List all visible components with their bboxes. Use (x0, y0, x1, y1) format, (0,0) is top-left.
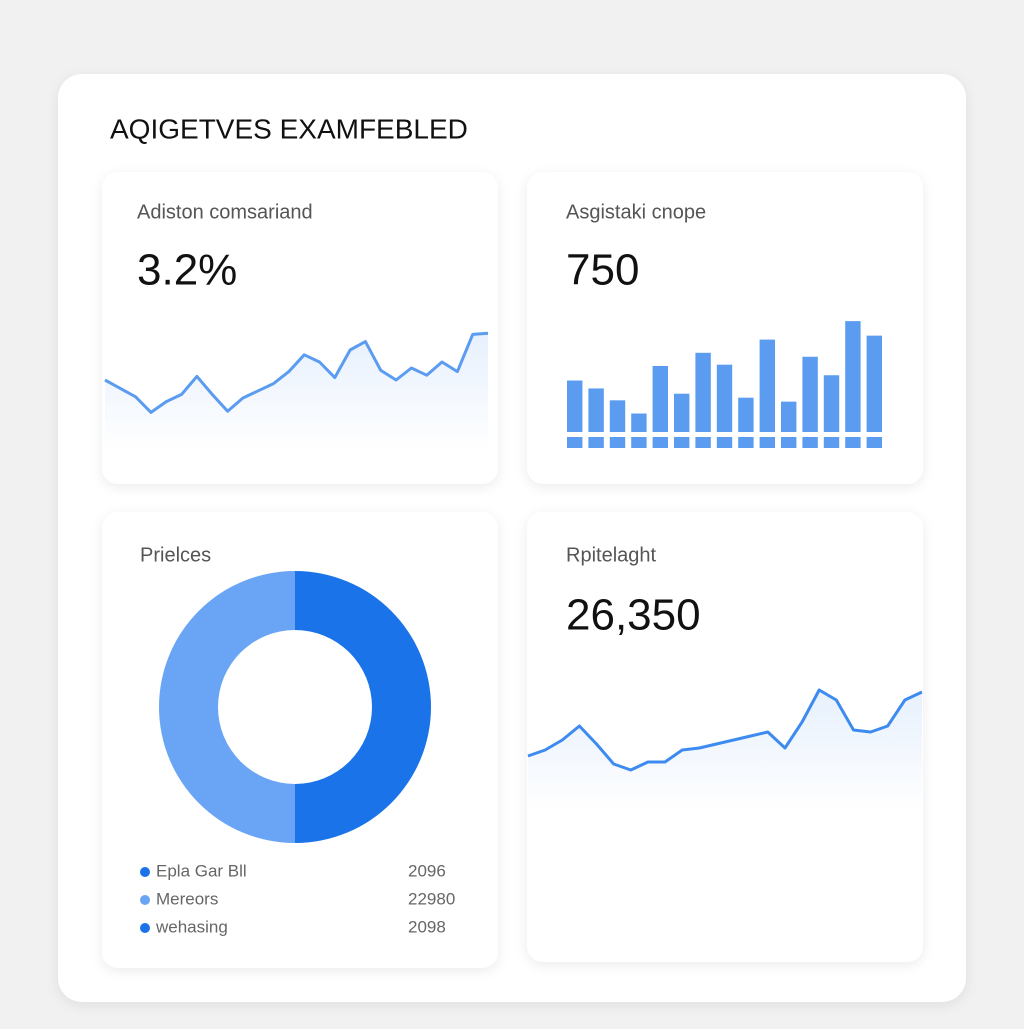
legend-name: wehasing (155, 917, 228, 936)
card-label: Prielces (140, 544, 211, 566)
bar (695, 352, 711, 432)
bar (567, 380, 583, 432)
donut-segment (295, 571, 431, 843)
bar (823, 375, 840, 432)
bar-base (631, 437, 647, 448)
bar (759, 339, 776, 432)
bar-base (695, 437, 711, 448)
bar-base (652, 437, 669, 448)
card-label: Asgistaki cnope (566, 201, 706, 223)
bar-base (759, 437, 776, 448)
bar-base (845, 437, 861, 448)
bar-base (567, 437, 583, 448)
line (527, 688, 923, 772)
bar (738, 397, 754, 432)
card-value: 750 (566, 246, 639, 295)
bar (781, 401, 797, 432)
legend-dot (140, 895, 150, 905)
bar-base (823, 437, 840, 448)
bar-base (866, 437, 883, 448)
bar (674, 393, 690, 432)
legend-dot (140, 867, 150, 877)
bar-base (781, 437, 797, 448)
panel-title: AQIGETVES EXAMFEBLED (110, 113, 468, 144)
bar-base (588, 437, 604, 448)
legend-value: 2098 (408, 917, 446, 936)
legend-value: 2096 (408, 861, 446, 880)
card-label: Rpitelaght (566, 544, 657, 566)
bar-base (716, 437, 733, 448)
line (104, 331, 489, 414)
line-area (528, 690, 922, 810)
card-value: 26,350 (566, 591, 701, 640)
bar (716, 364, 733, 432)
legend-dot (140, 923, 150, 933)
legend-name: Epla Gar Bll (156, 861, 247, 880)
card (527, 512, 923, 962)
legend-name: Mereors (156, 889, 218, 908)
line-area (105, 333, 488, 450)
bar (609, 400, 626, 432)
bar (845, 321, 861, 432)
bar-base (738, 437, 754, 448)
bar (866, 335, 883, 432)
card-label: Adiston comsariand (137, 201, 313, 223)
bar (631, 413, 647, 432)
bar-base (609, 437, 626, 448)
bar (802, 356, 818, 432)
card-value: 3.2% (137, 246, 237, 295)
bar-base (802, 437, 818, 448)
bar-base (674, 437, 690, 448)
donut-segment (159, 571, 295, 843)
legend-value: 22980 (408, 889, 455, 908)
bar (652, 366, 669, 432)
bar (588, 388, 604, 432)
